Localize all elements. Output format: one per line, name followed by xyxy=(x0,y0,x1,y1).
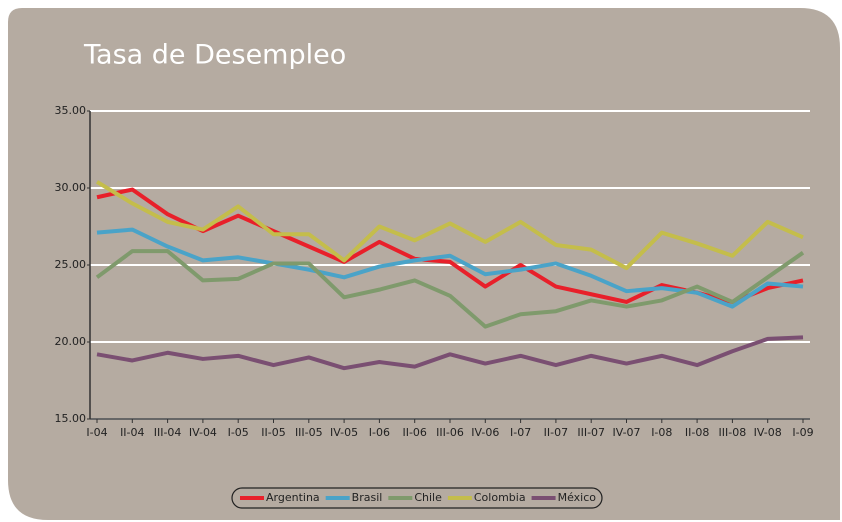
x-tick-label: IV-05 xyxy=(330,426,358,439)
series-line xyxy=(95,180,804,271)
legend-label: Chile xyxy=(414,491,442,504)
x-tick-label: II-04 xyxy=(120,426,144,439)
legend-label: Colombia xyxy=(474,491,526,504)
x-tick-label: I-06 xyxy=(369,426,390,439)
x-tick-label: I-04 xyxy=(86,426,107,439)
x-tick-label: IV-07 xyxy=(612,426,640,439)
x-tick-label: III-07 xyxy=(577,426,605,439)
y-tick-label: 30.00 xyxy=(55,181,87,194)
x-tick-label: IV-04 xyxy=(189,426,217,439)
x-tick-label: III-04 xyxy=(154,426,182,439)
x-tick-label: II-08 xyxy=(685,426,709,439)
x-tick-label: I-07 xyxy=(510,426,531,439)
x-tick-label: IV-08 xyxy=(754,426,782,439)
y-tick-label: 15.00 xyxy=(55,412,87,425)
legend-label: Argentina xyxy=(266,491,320,504)
x-tick-label: I-09 xyxy=(792,426,813,439)
x-tick-label: II-07 xyxy=(544,426,568,439)
y-tick-label: 35.00 xyxy=(55,104,87,117)
x-tick-label: III-05 xyxy=(295,426,323,439)
legend: Argentina Brasil Chile Colombia México xyxy=(231,487,603,509)
legend-label: Brasil xyxy=(352,491,383,504)
x-tick-label: I-08 xyxy=(651,426,672,439)
x-tick-label: IV-06 xyxy=(471,426,499,439)
y-tick-label: 20.00 xyxy=(55,335,87,348)
legend-box xyxy=(231,487,603,509)
series-line xyxy=(95,249,805,329)
chart-title: Tasa de Desempleo xyxy=(83,40,346,71)
x-tick-label: II-05 xyxy=(261,426,285,439)
y-tick-label: 25.00 xyxy=(55,258,87,271)
x-tick-label: I-05 xyxy=(228,426,249,439)
x-tick-label: II-06 xyxy=(402,426,426,439)
legend-label: México xyxy=(558,491,597,504)
x-tick-label: III-06 xyxy=(436,426,464,439)
x-tick-label: III-08 xyxy=(719,426,747,439)
series-line xyxy=(96,335,804,371)
